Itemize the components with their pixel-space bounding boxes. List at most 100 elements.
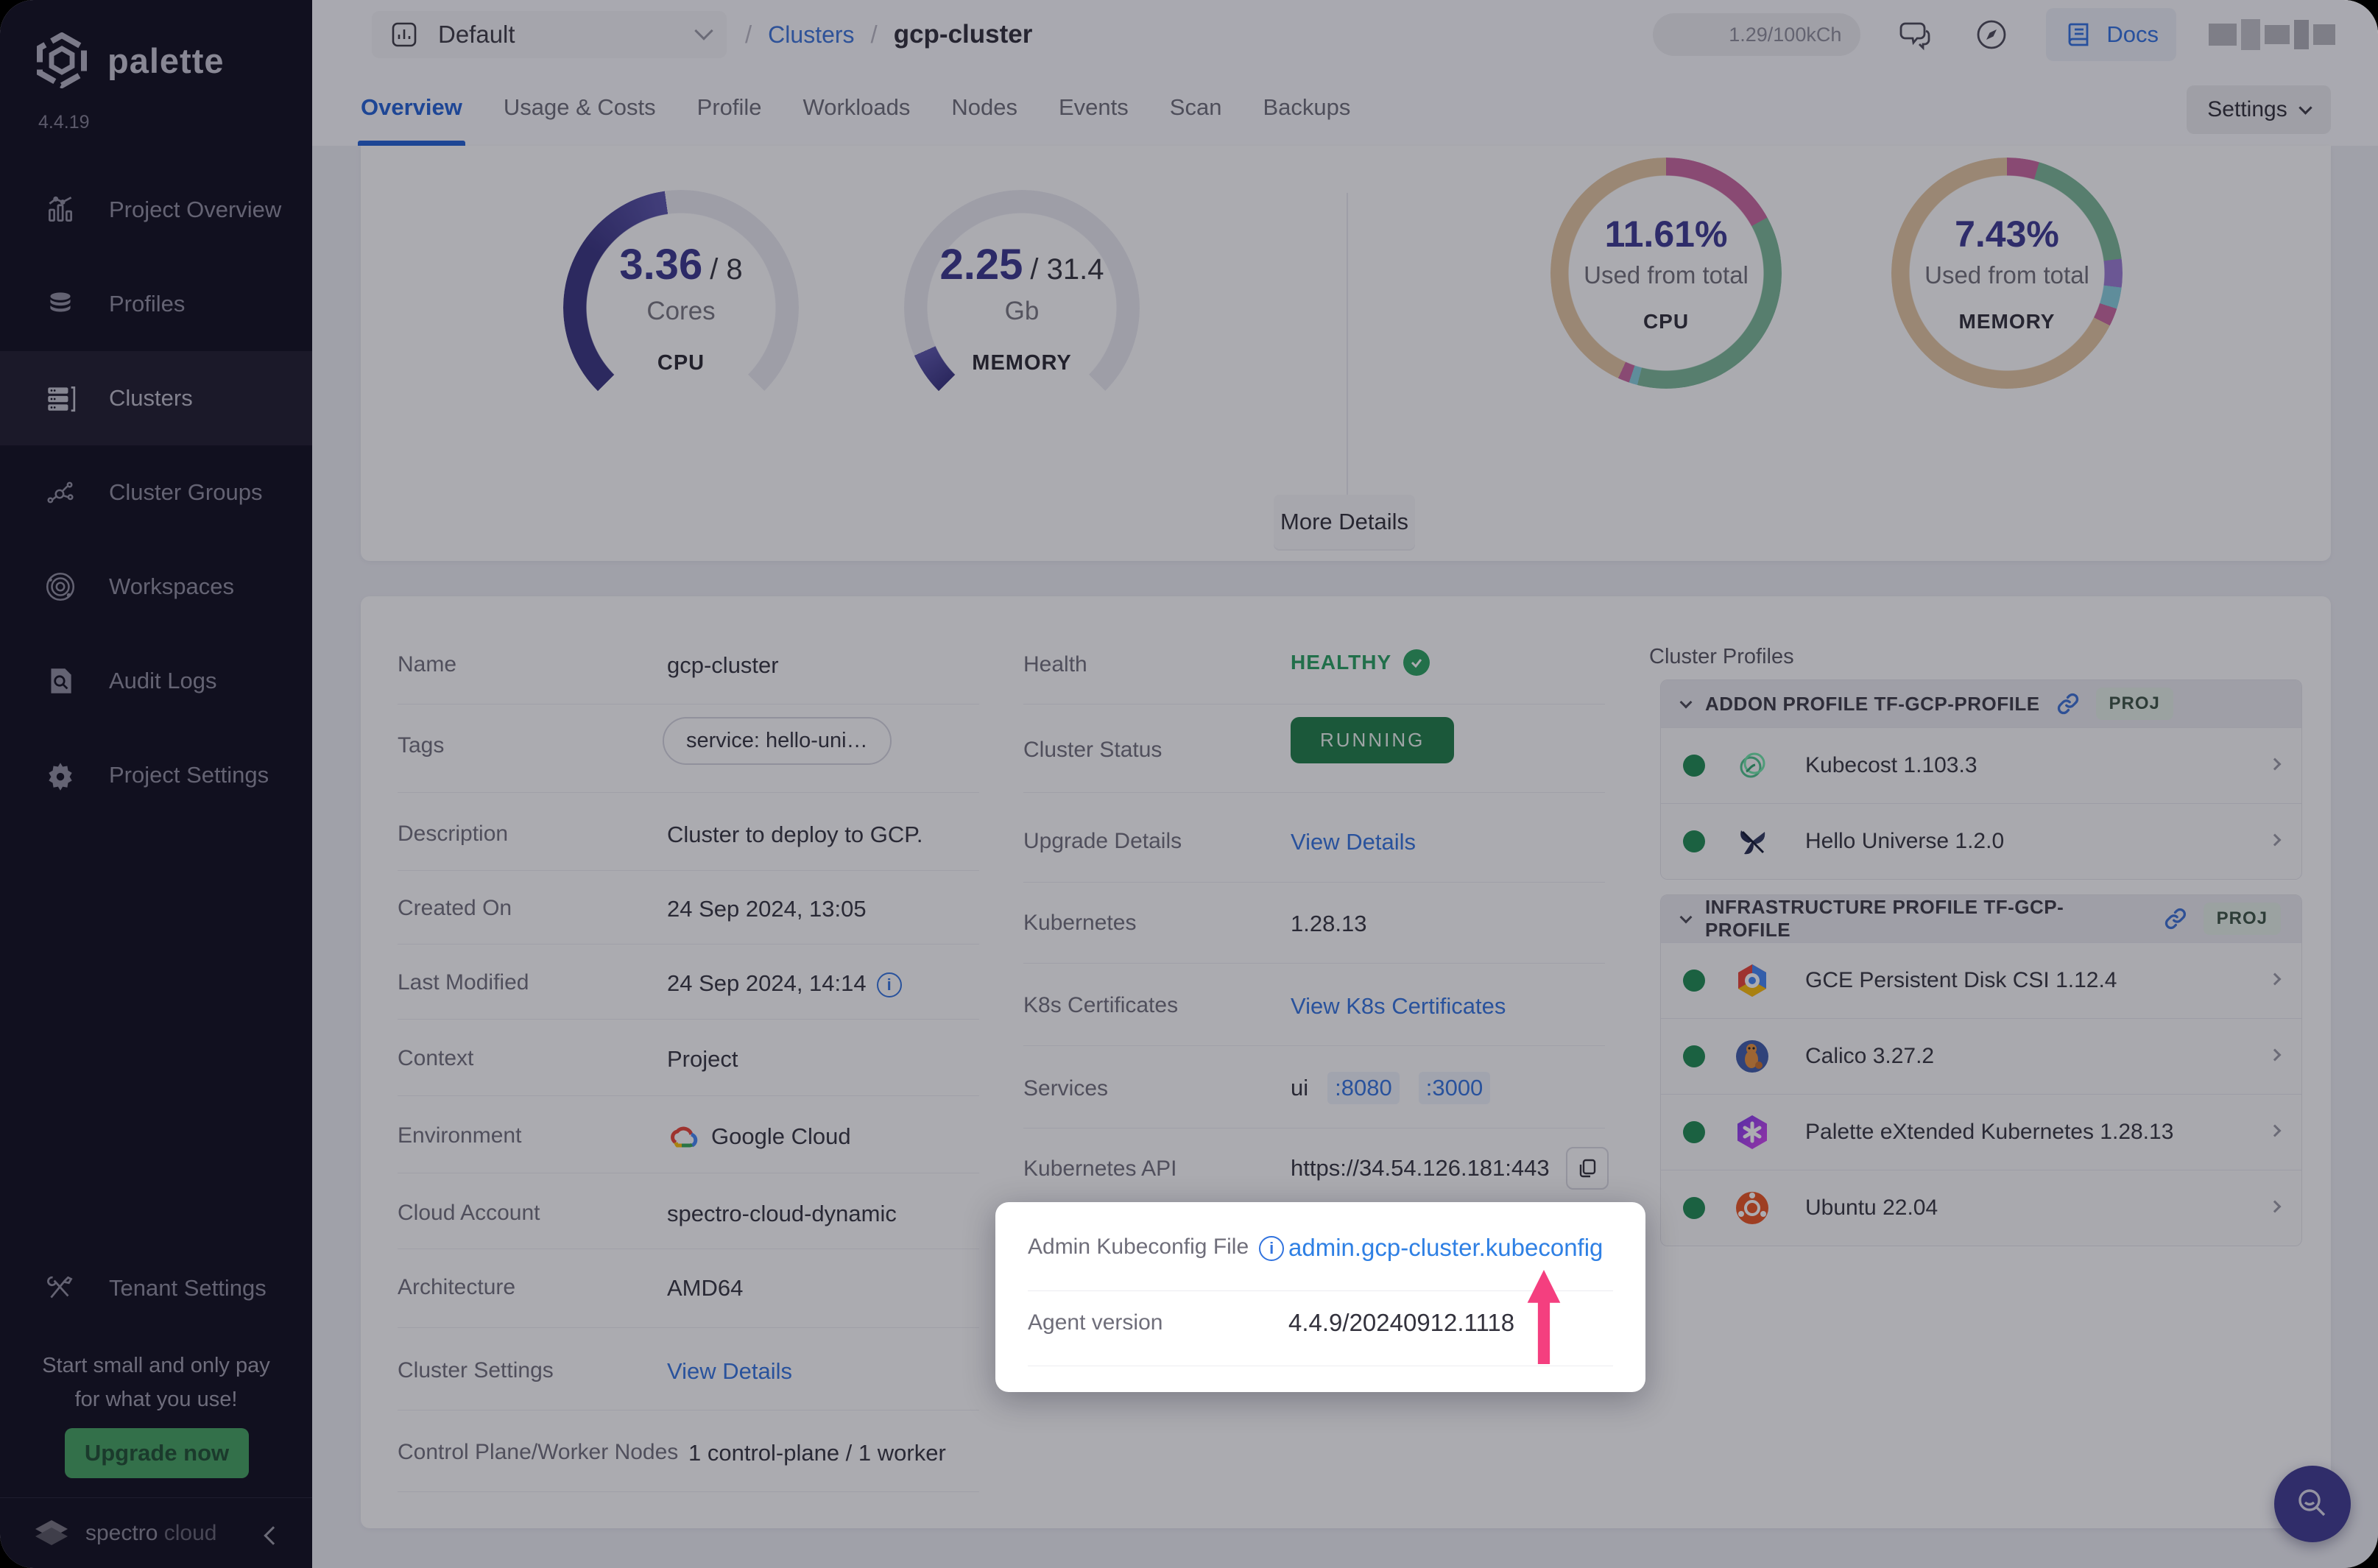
upgrade-promo-text: Start small and only pay for what you us…	[42, 1354, 270, 1411]
health-value: HEALTHY	[1291, 649, 1430, 676]
usage-overview-card: 3.36 / 8 Cores CPU 2.25 / 31.4 Gb MEMORY	[361, 146, 2331, 561]
upgrade-now-button[interactable]: Upgrade now	[65, 1428, 249, 1478]
tab-workloads[interactable]: Workloads	[802, 94, 911, 120]
docs-button[interactable]: Docs	[2046, 8, 2176, 61]
infrastructure-profile-group-header[interactable]: INFRASTRUCTURE PROFILE TF-GCP-PROFILE PR…	[1661, 895, 2301, 942]
service-port-3000-link[interactable]: :3000	[1418, 1072, 1491, 1104]
profile-item-palette-extended-k8s[interactable]: Palette eXtended Kubernetes 1.28.13	[1661, 1094, 2301, 1170]
tab-profile[interactable]: Profile	[696, 94, 762, 120]
pxk-icon	[1732, 1112, 1773, 1153]
profile-item-calico[interactable]: Calico 3.27.2	[1661, 1018, 2301, 1094]
kubernetes-version-value: 1.28.13	[1291, 911, 1367, 936]
gce-disk-icon	[1732, 960, 1773, 1001]
created-on-label: Created On	[398, 896, 512, 920]
sidebar-nav: Project Overview Profiles Clusters	[0, 163, 312, 822]
credits-pill: 1.29/100kCh	[1653, 13, 1861, 56]
info-icon[interactable]: i	[1259, 1235, 1285, 1261]
memory-donut-caption: Used from total	[1924, 261, 2089, 289]
divider	[398, 792, 979, 793]
compass-icon[interactable]	[1969, 13, 2014, 57]
server-rack-icon	[43, 381, 78, 416]
link-icon	[2057, 693, 2078, 715]
sidebar-item-workspaces[interactable]: Workspaces	[0, 540, 312, 634]
profile-item-kubecost[interactable]: Kubecost 1.103.3	[1661, 727, 2301, 803]
breadcrumb-clusters-link[interactable]: Clusters	[768, 21, 855, 48]
kubernetes-api-value: https://34.54.126.181:443	[1291, 1147, 1609, 1190]
profile-item-hello-universe[interactable]: Hello Universe 1.2.0	[1661, 803, 2301, 879]
memory-gauge-label: MEMORY	[972, 351, 1072, 375]
divider	[1028, 1290, 1613, 1291]
breadcrumb-separator: /	[745, 21, 752, 48]
sidebar-item-audit-logs[interactable]: Audit Logs	[0, 634, 312, 728]
created-on-value: 24 Sep 2024, 13:05	[667, 896, 867, 922]
copy-icon[interactable]	[1565, 1147, 1609, 1190]
status-dot	[1683, 830, 1705, 852]
sidebar-item-tenant-settings[interactable]: Tenant Settings	[0, 1241, 312, 1335]
palette-logo-icon	[37, 32, 87, 88]
doc-search-icon	[43, 663, 78, 699]
info-icon[interactable]: i	[876, 972, 902, 997]
service-port-8080-link[interactable]: :8080	[1327, 1072, 1400, 1104]
running-status-badge[interactable]: RUNNING	[1291, 717, 1455, 763]
tab-scan[interactable]: Scan	[1169, 94, 1222, 120]
cloud-account-value: spectro-cloud-dynamic	[667, 1201, 897, 1226]
profile-item-name: Hello Universe 1.2.0	[1805, 829, 2005, 853]
tab-backups[interactable]: Backups	[1263, 94, 1351, 120]
sidebar-item-project-overview[interactable]: Project Overview	[0, 163, 312, 257]
profile-item-gce-disk[interactable]: GCE Persistent Disk CSI 1.12.4	[1661, 942, 2301, 1018]
memory-gauge-ring	[904, 190, 1140, 425]
proj-badge: PROJ	[2203, 903, 2281, 935]
sidebar: palette 4.4.19 Project Overview Profiles	[0, 0, 312, 1568]
addon-profile-group-header[interactable]: ADDON PROFILE TF-GCP-PROFILE PROJ	[1661, 680, 2301, 727]
tab-overview[interactable]: Overview	[358, 69, 465, 146]
memory-unit: Gb	[1004, 297, 1040, 325]
cluster-tabs: Overview Usage & Costs Profile Workloads…	[358, 69, 2378, 146]
cpu-unit: Cores	[646, 297, 716, 325]
cluster-settings-link[interactable]: View Details	[667, 1358, 793, 1384]
tab-usage-costs[interactable]: Usage & Costs	[503, 94, 656, 120]
tab-nodes[interactable]: Nodes	[951, 94, 1017, 120]
tab-events[interactable]: Events	[1059, 94, 1129, 120]
kubernetes-label: Kubernetes	[1023, 911, 1137, 935]
sidebar-item-label: Profiles	[109, 291, 186, 317]
sidebar-item-clusters[interactable]: Clusters	[0, 351, 312, 445]
upgrade-details-link[interactable]: View Details	[1291, 829, 1416, 855]
cpu-gauge-label: CPU	[657, 351, 705, 375]
sidebar-item-label: Clusters	[109, 385, 193, 411]
sidebar-footer: spectro cloud	[0, 1497, 312, 1568]
cpu-gauge: 3.36 / 8 Cores CPU	[563, 190, 799, 425]
profile-item-ubuntu[interactable]: Ubuntu 22.04	[1661, 1170, 2301, 1246]
memory-donut-pct: 7.43%	[1955, 213, 2059, 255]
chevron-right-icon	[2268, 757, 2282, 772]
name-label: Name	[398, 652, 457, 677]
cpu-donut-label: CPU	[1643, 310, 1690, 333]
agent-version-label: Agent version	[1028, 1310, 1163, 1335]
topbar-right: 1.29/100kCh Docs	[1653, 0, 2335, 69]
sidebar-item-cluster-groups[interactable]: Cluster Groups	[0, 445, 312, 540]
tag-chip[interactable]: service: hello-uni…	[663, 717, 892, 765]
more-details-button[interactable]: More Details	[1274, 495, 1415, 549]
environment-label: Environment	[398, 1123, 522, 1148]
sidebar-item-profiles[interactable]: Profiles	[0, 257, 312, 351]
project-selector[interactable]: Default	[372, 11, 727, 58]
search-fab[interactable]	[2274, 1466, 2351, 1542]
hello-universe-icon	[1732, 821, 1773, 862]
cpu-total-value: / 8	[710, 253, 743, 286]
sidebar-item-project-settings[interactable]: Project Settings	[0, 728, 312, 822]
settings-button[interactable]: Settings	[2187, 85, 2331, 134]
cloud-account-label: Cloud Account	[398, 1201, 540, 1225]
chat-icon[interactable]	[1893, 13, 1937, 57]
k8s-certificates-link[interactable]: View K8s Certificates	[1291, 993, 1506, 1019]
calico-icon	[1732, 1036, 1773, 1077]
service-name: ui	[1291, 1075, 1309, 1101]
admin-kubeconfig-link[interactable]: admin.gcp-cluster.kubeconfig	[1288, 1234, 1603, 1261]
profile-item-name: Palette eXtended Kubernetes 1.28.13	[1805, 1120, 2174, 1144]
tour-arrow-icon	[1527, 1270, 1561, 1364]
redacted-username[interactable]	[2209, 19, 2335, 50]
check-circle-icon	[1403, 649, 1430, 676]
sidebar-collapse-icon[interactable]	[264, 1518, 283, 1549]
context-value: Project	[667, 1046, 738, 1072]
cpu-donut-ring	[1550, 158, 1782, 389]
description-label: Description	[398, 822, 509, 846]
